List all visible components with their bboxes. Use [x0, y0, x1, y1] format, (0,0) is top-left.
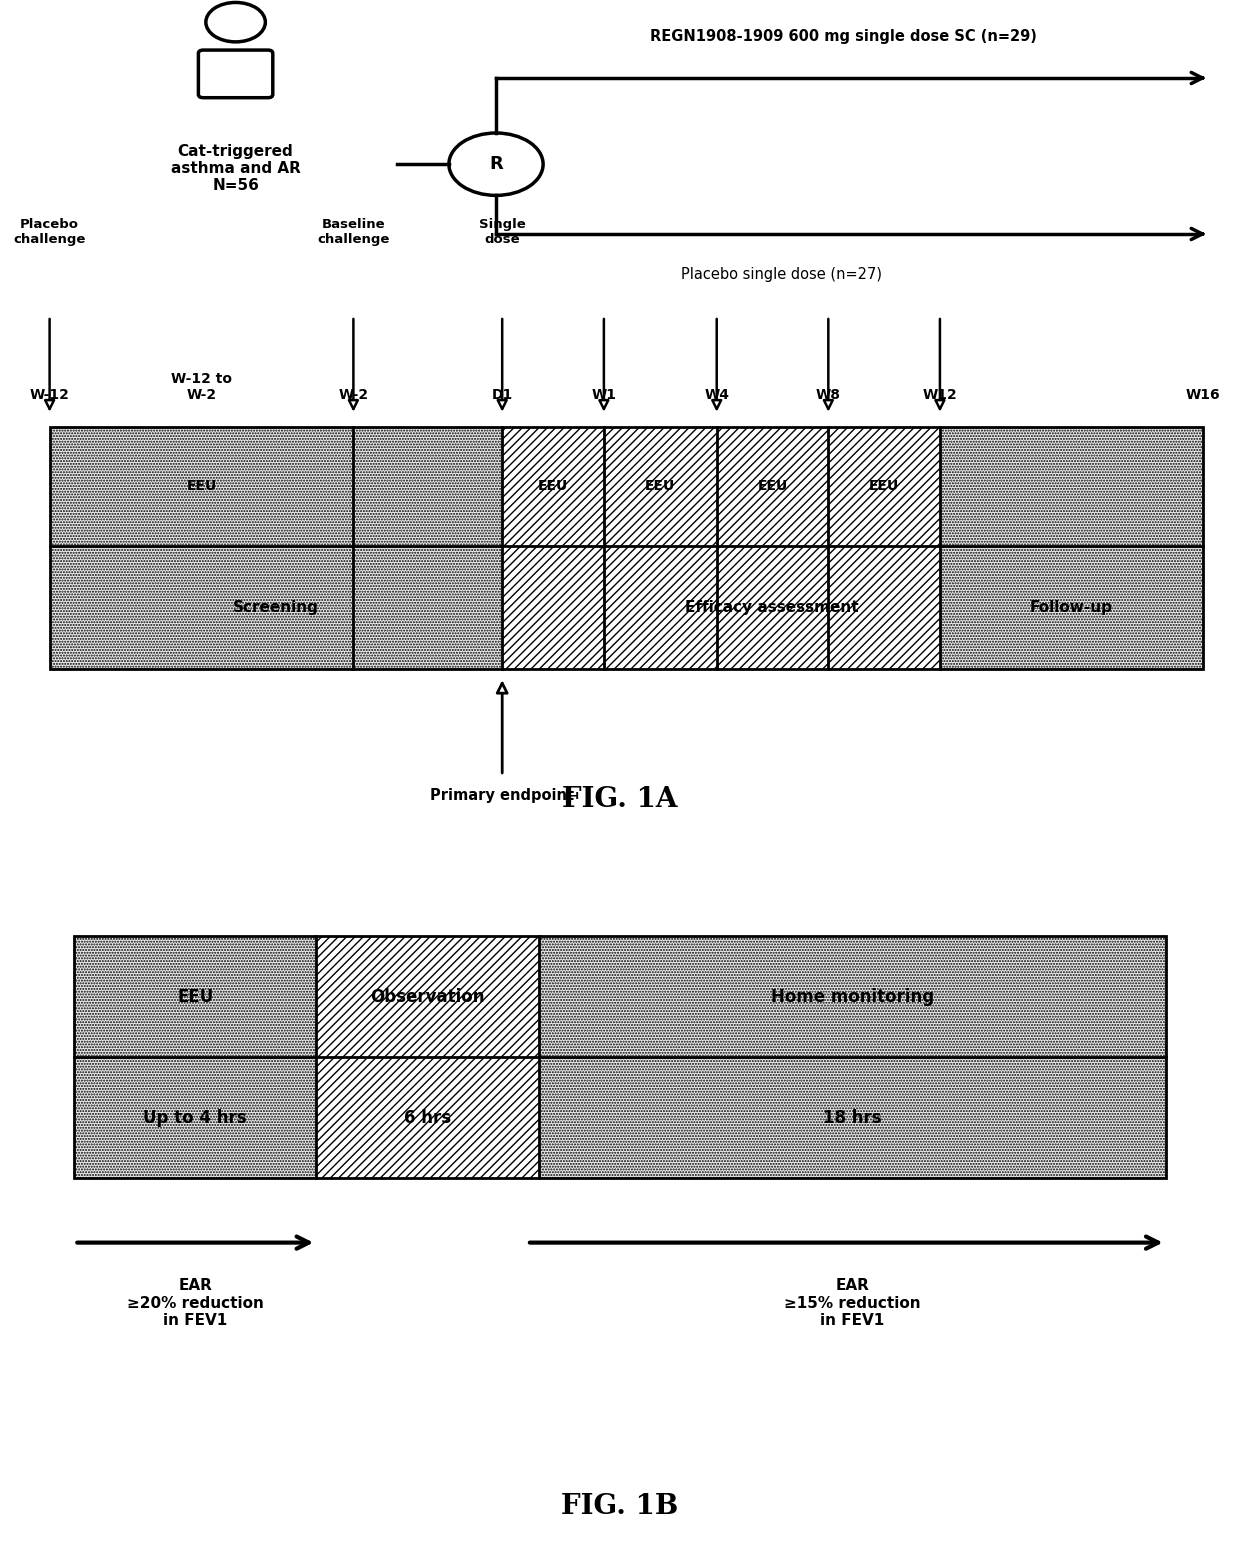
Text: Home monitoring: Home monitoring [771, 988, 934, 1005]
Bar [74, 936, 316, 1179]
Text: Follow-up: Follow-up [1030, 599, 1112, 615]
Bar [50, 428, 1203, 669]
Bar [50, 428, 502, 669]
Text: 18 hrs: 18 hrs [823, 1109, 882, 1128]
Bar [539, 936, 1166, 1179]
Text: EEU: EEU [645, 480, 676, 494]
Text: Up to 4 hrs: Up to 4 hrs [144, 1109, 247, 1128]
Text: W8: W8 [816, 389, 841, 403]
Bar [74, 936, 1166, 1179]
Text: W1: W1 [591, 389, 616, 403]
Text: Efficacy assessment: Efficacy assessment [684, 599, 859, 615]
Bar [940, 428, 1203, 669]
Text: EAR
≥20% reduction
in FEV1: EAR ≥20% reduction in FEV1 [126, 1278, 264, 1327]
Text: REGN1908-1909 600 mg single dose SC (n=29): REGN1908-1909 600 mg single dose SC (n=2… [650, 29, 1037, 43]
Bar [316, 936, 539, 1179]
Text: Placebo single dose (n=27): Placebo single dose (n=27) [681, 266, 882, 282]
Text: FIG. 1A: FIG. 1A [562, 785, 678, 813]
Bar [502, 428, 940, 669]
Bar [539, 936, 1166, 1179]
Text: Placebo
challenge: Placebo challenge [14, 218, 86, 246]
Text: EEU: EEU [758, 480, 787, 494]
Bar [940, 428, 1203, 669]
Text: 6 hrs: 6 hrs [404, 1109, 451, 1128]
Text: W12: W12 [923, 389, 957, 403]
Text: W4: W4 [704, 389, 729, 403]
Text: Single
dose: Single dose [479, 218, 526, 246]
Text: R: R [489, 155, 503, 173]
Text: W-12 to
W-2: W-12 to W-2 [171, 372, 232, 403]
Bar [50, 428, 502, 669]
Text: Observation: Observation [371, 988, 485, 1005]
Text: D1: D1 [491, 389, 513, 403]
Text: EAR
≥15% reduction
in FEV1: EAR ≥15% reduction in FEV1 [784, 1278, 921, 1327]
Text: EEU: EEU [186, 480, 217, 494]
Text: W-12: W-12 [30, 389, 69, 403]
Text: FIG. 1B: FIG. 1B [562, 1493, 678, 1521]
Text: W16: W16 [1185, 389, 1220, 403]
Bar [74, 936, 316, 1179]
Text: Screening: Screening [233, 599, 319, 615]
Text: Primary endpoint: Primary endpoint [430, 788, 574, 802]
Text: EEU: EEU [869, 480, 899, 494]
Text: Baseline
challenge: Baseline challenge [317, 218, 389, 246]
Text: Cat-triggered
asthma and AR
N=56: Cat-triggered asthma and AR N=56 [171, 144, 300, 194]
Text: EEU: EEU [177, 988, 213, 1005]
Text: W-2: W-2 [339, 389, 368, 403]
Text: EEU: EEU [538, 480, 568, 494]
